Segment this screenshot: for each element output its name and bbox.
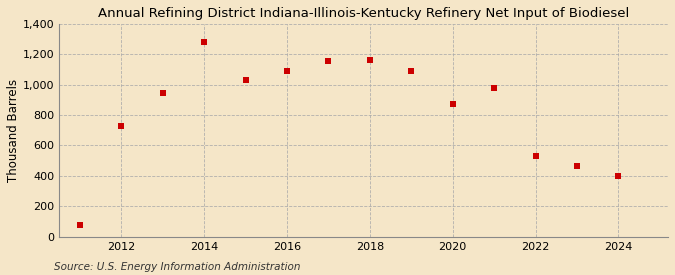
Point [613,174,624,178]
Point [281,69,292,73]
Title: Annual Refining District Indiana-Illinois-Kentucky Refinery Net Input of Biodies: Annual Refining District Indiana-Illinoi… [98,7,629,20]
Point [364,58,375,63]
Point [448,102,458,107]
Text: Source: U.S. Energy Information Administration: Source: U.S. Energy Information Administ… [54,262,300,272]
Point [406,69,416,73]
Point [74,223,85,227]
Point [240,78,251,82]
Y-axis label: Thousand Barrels: Thousand Barrels [7,79,20,182]
Point [323,59,334,63]
Point [572,164,583,168]
Point [198,40,209,44]
Point [157,91,168,95]
Point [530,154,541,158]
Point [116,123,127,128]
Point [489,86,500,90]
